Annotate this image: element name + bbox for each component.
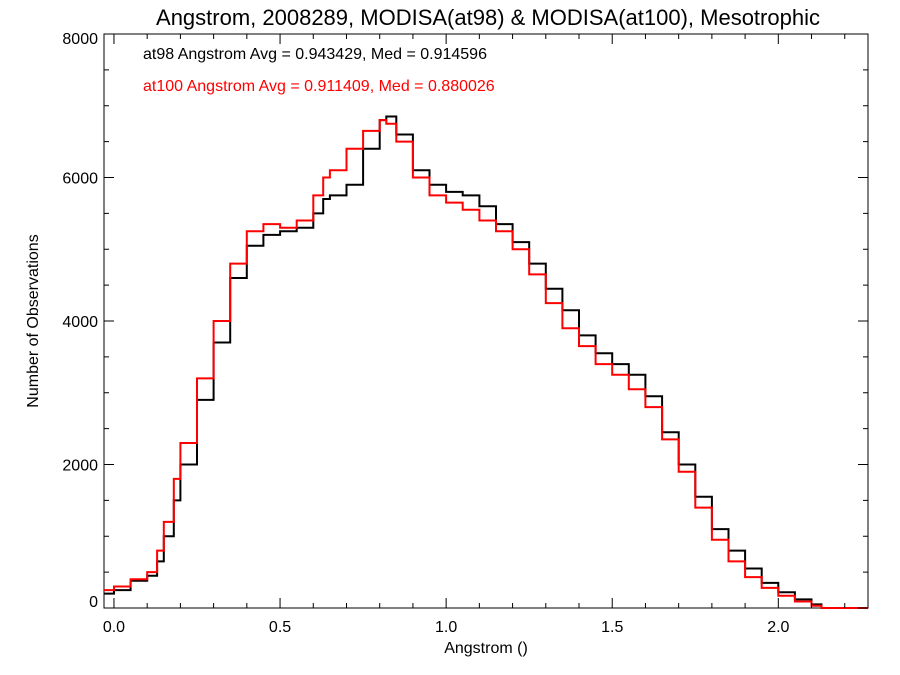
annotation-at100: at100 Angstrom Avg = 0.911409, Med = 0.8… xyxy=(143,78,495,95)
y-tick-label: 0 xyxy=(89,594,98,611)
series-line-at100 xyxy=(104,119,868,609)
x-tick-label: 1.5 xyxy=(601,619,623,636)
y-tick-label: 8000 xyxy=(62,31,98,48)
x-tick-label: 0.5 xyxy=(269,619,291,636)
x-tick-label: 1.0 xyxy=(435,619,457,636)
series-line-at98 xyxy=(104,115,868,609)
x-tick-label: 2.0 xyxy=(767,619,789,636)
x-axis-label: Angstrom () xyxy=(444,640,528,657)
series-layer xyxy=(104,115,868,609)
y-tick-label: 4000 xyxy=(62,314,98,331)
y-tick-label: 2000 xyxy=(62,458,98,475)
chart-title: Angstrom, 2008289, MODISA(at98) & MODISA… xyxy=(156,5,820,30)
x-tick-label: 0.0 xyxy=(103,619,125,636)
y-axis-label: Number of Observations xyxy=(25,234,42,407)
annotation-at98: at98 Angstrom Avg = 0.943429, Med = 0.91… xyxy=(143,46,487,63)
tick-layer: 0.0 0.5 1.0 1.5 2.0 0 2000 4000 6000 8000 xyxy=(62,31,868,636)
y-tick-label: 6000 xyxy=(62,171,98,188)
